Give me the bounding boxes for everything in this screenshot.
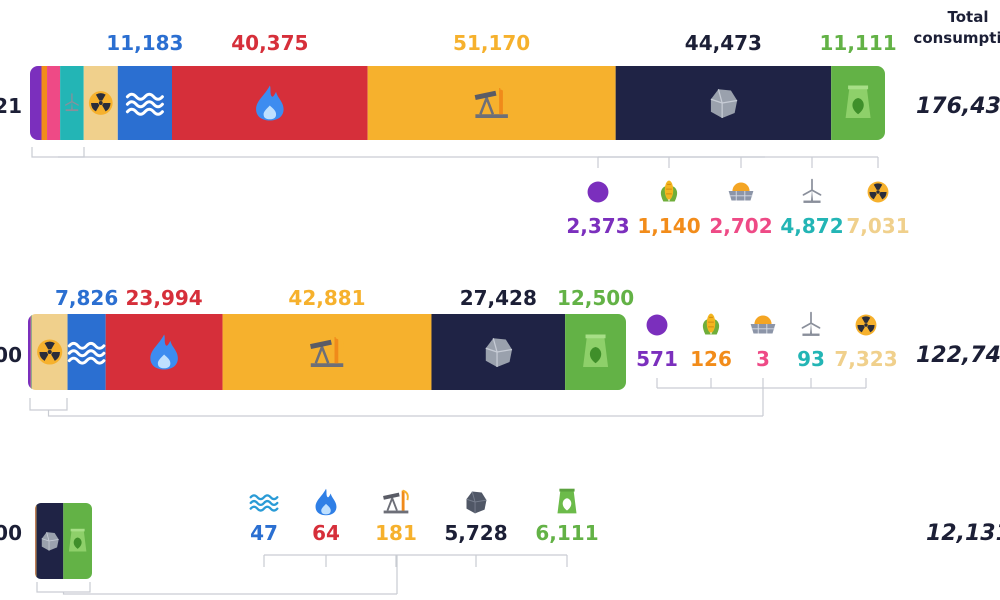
stacked-bar-row-1 (30, 66, 886, 140)
row-label: 00 (0, 521, 22, 545)
callout-value-traditional: 6,111 (535, 521, 598, 545)
callout-value-wind: 4,872 (780, 214, 843, 238)
bar-segment-solar (47, 66, 61, 140)
bar-segment-other (28, 314, 31, 390)
nuclear-icon (867, 181, 889, 203)
bar-segment-oil (222, 314, 432, 390)
callout-value-other: 571 (636, 347, 678, 371)
callout-value-biofuels: 1,140 (637, 214, 700, 238)
gas-icon (150, 334, 178, 370)
callout-value-solar: 3 (756, 347, 770, 371)
coal-icon (710, 89, 738, 118)
callout-bracket (36, 582, 91, 593)
nuclear-icon (88, 91, 113, 115)
stacked-bar-row-2 (28, 314, 626, 390)
total-value: 176,430 (916, 94, 1000, 119)
traditional-icon (845, 85, 871, 118)
total-value: 12,131 (926, 521, 1000, 546)
nuclear-icon (855, 314, 877, 336)
callout-value-coal: 5,728 (444, 521, 507, 545)
callout-bracket (31, 147, 85, 158)
oil-icon (383, 489, 409, 514)
bar-segment-biofuels (30, 314, 32, 390)
coal-icon (41, 532, 59, 551)
oil-icon (474, 86, 509, 118)
traditional-icon (68, 528, 87, 552)
bar-segment-other (30, 66, 42, 140)
wind-icon (801, 311, 821, 336)
callout-value-gas: 64 (312, 521, 340, 545)
other-icon (587, 181, 609, 203)
row-label: 00 (0, 343, 22, 367)
traditional-icon (557, 488, 577, 514)
value-label-gas: 23,994 (126, 286, 203, 310)
hydro-icon (125, 92, 164, 116)
wind-icon (64, 93, 79, 112)
bar-segment-gas (35, 503, 36, 579)
callout-bracket (29, 398, 68, 411)
value-label-oil: 42,881 (288, 286, 365, 310)
bar-segment-oil (367, 66, 616, 140)
traditional-icon (583, 334, 609, 367)
hydro-icon (67, 341, 106, 365)
coal-icon (485, 338, 513, 367)
hydro-icon (249, 494, 279, 512)
biofuels-icon (702, 313, 720, 335)
value-label-traditional: 11,111 (819, 31, 896, 55)
callout-value-biofuels: 126 (690, 347, 732, 371)
callout-value-other: 2,373 (566, 214, 629, 238)
callout-value-oil: 181 (375, 521, 417, 545)
callout-value-wind: 93 (797, 347, 825, 371)
coal-icon (466, 491, 487, 514)
value-label-traditional: 12,500 (557, 286, 634, 310)
value-label-oil: 51,170 (453, 31, 530, 55)
value-label-gas: 40,375 (231, 31, 308, 55)
total-consumption-header: Total consumption (900, 7, 1000, 49)
value-label-coal: 27,428 (460, 286, 537, 310)
callout-value-hydro: 47 (250, 521, 278, 545)
callout-value-nuclear: 7,323 (834, 347, 897, 371)
total-header-line2: consumption (913, 29, 1000, 47)
total-value: 122,745 (916, 343, 1000, 368)
nuclear-icon (37, 339, 63, 365)
callout-connector (62, 592, 397, 595)
callout-connector (47, 410, 763, 417)
bar-segment-biofuels (41, 66, 48, 140)
oil-icon (310, 335, 344, 367)
value-label-coal: 44,473 (685, 31, 762, 55)
bar-segment-wind (31, 314, 33, 390)
total-header-line1: Total (947, 8, 989, 26)
solar-icon (728, 182, 754, 201)
biofuels-icon (660, 180, 678, 202)
other-icon (646, 314, 668, 336)
row-label: 21 (0, 94, 22, 118)
gas-icon (256, 85, 284, 121)
value-label-hydro: 11,183 (106, 31, 183, 55)
callout-value-solar: 2,702 (709, 214, 772, 238)
callout-value-nuclear: 7,031 (846, 214, 909, 238)
value-label-hydro: 7,826 (55, 286, 118, 310)
wind-icon (802, 178, 822, 203)
bar-segment-oil (35, 503, 37, 579)
solar-icon (750, 315, 776, 334)
gas-icon (315, 488, 337, 516)
